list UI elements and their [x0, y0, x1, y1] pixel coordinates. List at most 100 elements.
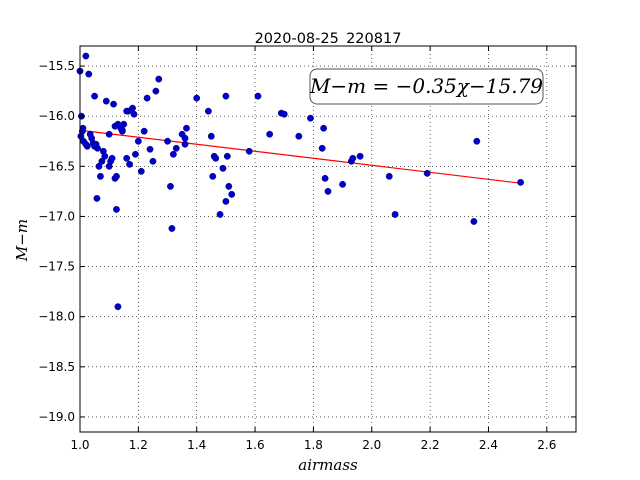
x-tick-label: 1.4 — [187, 438, 206, 452]
data-point — [146, 145, 154, 153]
data-point — [98, 157, 106, 165]
data-point — [129, 104, 136, 112]
x-tick-label: 1.8 — [304, 438, 323, 452]
data-point — [204, 107, 212, 115]
chart-title: 2020-08-25_220817 — [255, 31, 402, 47]
data-point — [254, 92, 262, 100]
y-tick-label: −16.0 — [38, 109, 75, 123]
data-point — [118, 126, 126, 134]
data-point — [295, 132, 303, 140]
data-point — [130, 110, 138, 118]
y-tick-labels: −15.5 −16.0 −16.5 −17.0 −17.5 −18.0 −18.5 −19.0 — [38, 59, 75, 424]
data-point — [321, 174, 329, 182]
data-point — [85, 70, 93, 78]
data-point — [223, 152, 231, 160]
plot-frame — [79, 45, 577, 433]
data-point — [95, 162, 103, 170]
data-point — [318, 144, 326, 152]
y-axis-label: M−m — [13, 219, 31, 262]
data-point — [114, 120, 122, 128]
data-point — [123, 107, 131, 115]
data-point — [193, 94, 201, 102]
data-point — [183, 124, 190, 132]
data-point — [113, 206, 120, 213]
x-tick-label: 2.2 — [421, 438, 440, 452]
fit-annotation: M−m = −0.35χ−15.79 — [309, 68, 544, 105]
data-point — [266, 130, 274, 138]
data-point — [228, 190, 236, 198]
x-tick-label: 1.0 — [70, 438, 89, 452]
data-point — [209, 172, 217, 180]
data-point — [169, 150, 177, 158]
x-tick-label: 2.6 — [537, 438, 556, 452]
y-tick-label: −16.5 — [38, 159, 75, 173]
fit-line-group — [79, 129, 521, 184]
data-point — [167, 182, 174, 190]
data-point — [385, 172, 393, 180]
y-tick-label: −17.0 — [38, 209, 75, 223]
data-point — [102, 97, 110, 105]
data-point — [97, 172, 104, 180]
data-point — [216, 211, 224, 218]
fit-line — [79, 129, 521, 184]
annotation-box — [309, 68, 544, 105]
data-point — [172, 144, 180, 152]
annotation-text: M−m = −0.35χ−15.79 — [309, 74, 543, 98]
data-points — [76, 52, 524, 311]
x-tick-label: 2.4 — [479, 438, 498, 452]
data-point — [423, 169, 431, 177]
data-point — [349, 154, 357, 162]
data-point — [356, 152, 364, 160]
data-point — [140, 127, 148, 135]
data-point — [152, 87, 160, 95]
data-point — [222, 92, 230, 100]
data-point — [143, 94, 151, 102]
x-tick-labels: 1.0 1.2 1.4 1.6 1.8 2.0 2.2 2.4 2.6 — [70, 438, 556, 452]
data-point — [137, 167, 145, 175]
data-point — [168, 225, 176, 232]
data-point — [225, 182, 233, 190]
y-tick-label: −15.5 — [38, 59, 75, 73]
x-axis-label: airmass — [298, 456, 358, 474]
data-point — [155, 75, 163, 83]
data-point — [320, 124, 328, 132]
data-point — [219, 164, 227, 172]
data-point — [149, 157, 157, 165]
y-tick-label: −18.0 — [38, 310, 75, 324]
y-tick-label: −19.0 — [38, 410, 75, 424]
data-point — [114, 303, 122, 311]
data-point — [307, 114, 314, 122]
grid-lines — [79, 46, 576, 432]
data-point — [245, 147, 253, 155]
data-point — [108, 154, 116, 162]
y-tick-label: −18.5 — [38, 360, 75, 374]
data-point — [101, 152, 109, 160]
data-point — [82, 140, 90, 148]
x-tick-label: 2.0 — [362, 438, 381, 452]
data-point — [91, 92, 98, 100]
y-tick-label: −17.5 — [38, 260, 75, 274]
x-tick-label: 1.6 — [246, 438, 265, 452]
data-point — [82, 52, 90, 60]
data-point — [105, 130, 113, 138]
data-point — [78, 127, 86, 135]
data-point — [105, 162, 113, 170]
x-tick-label: 1.2 — [129, 438, 148, 452]
data-point — [164, 137, 171, 145]
data-point — [132, 150, 139, 158]
data-point — [207, 132, 215, 140]
data-point — [91, 142, 98, 150]
data-point — [473, 137, 481, 145]
data-point — [120, 120, 128, 128]
data-point — [123, 154, 131, 162]
data-point — [126, 160, 134, 168]
data-point — [181, 140, 189, 148]
data-point — [517, 178, 524, 186]
data-point — [280, 110, 288, 118]
data-point — [181, 134, 189, 142]
data-point — [134, 137, 142, 145]
data-point — [391, 211, 399, 218]
data-point — [93, 194, 101, 202]
data-point — [222, 198, 230, 205]
